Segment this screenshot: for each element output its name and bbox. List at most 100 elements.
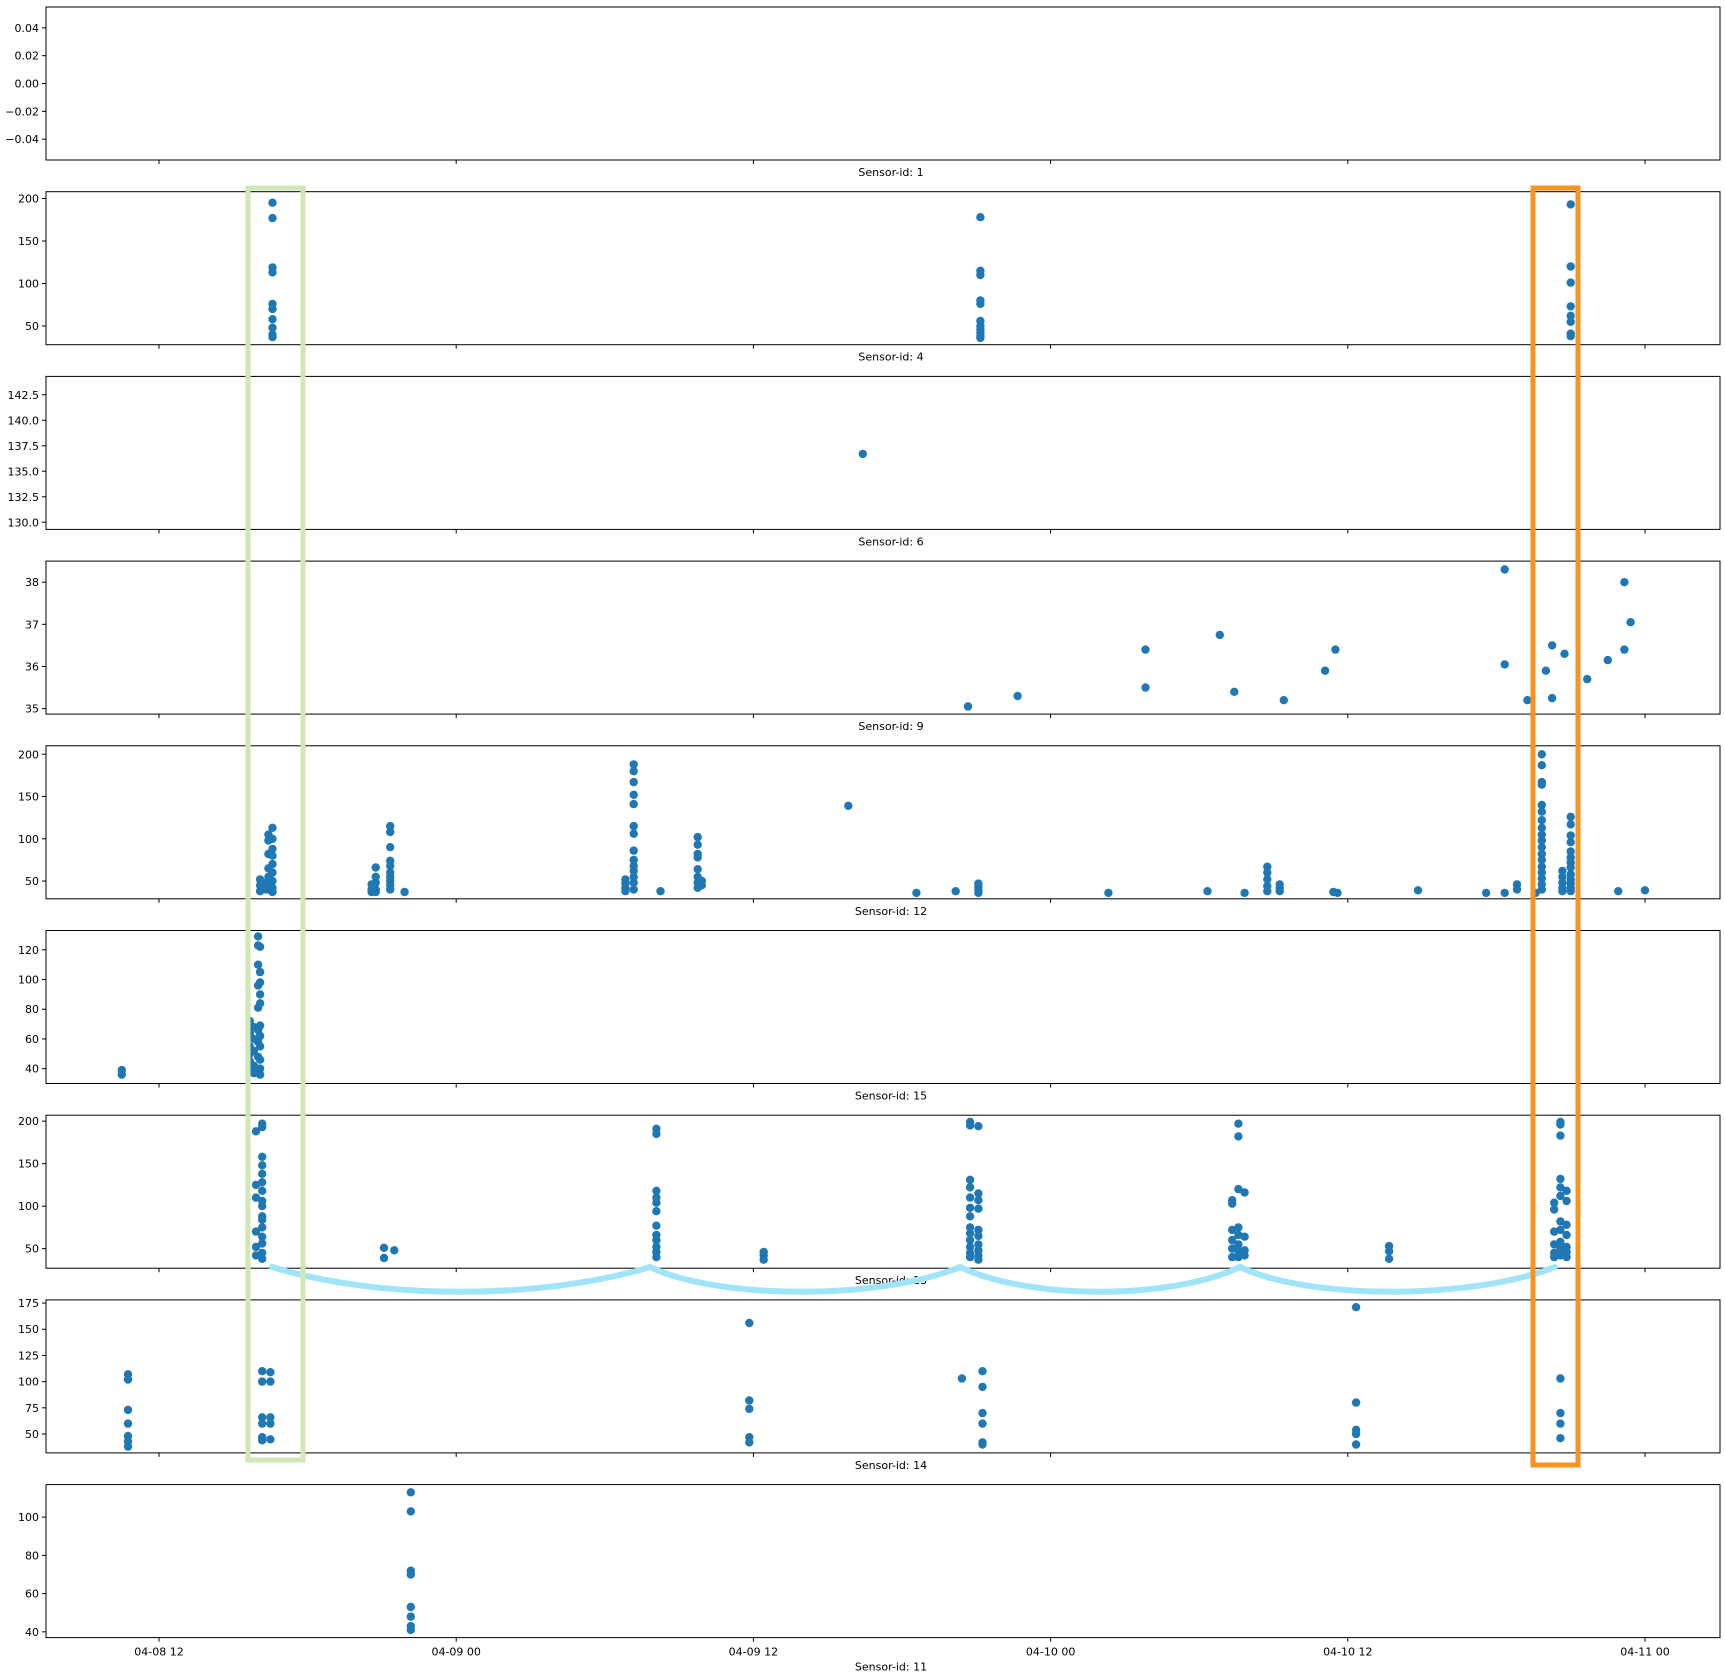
sensor-panel: 142.5 140.0 137.5 135.0 132.5 130.0 Sensor-id:… xyxy=(8,375,1721,548)
plot-frame xyxy=(45,191,1721,346)
y-tick-label: 142.5 xyxy=(8,389,40,402)
data-point xyxy=(1537,823,1547,832)
data-point xyxy=(1603,655,1613,665)
data-point xyxy=(1500,565,1509,574)
data-point xyxy=(1537,868,1547,877)
y-tick-label: 200 xyxy=(18,748,39,761)
data-point xyxy=(974,1225,983,1235)
data-point xyxy=(974,888,983,898)
sensor-label: Sensor-id: 9 xyxy=(858,720,923,733)
data-point xyxy=(268,876,277,886)
data-point xyxy=(1263,862,1272,871)
data-point xyxy=(251,1227,261,1236)
y-tick-label: 60 xyxy=(25,1033,39,1046)
data-point xyxy=(978,1408,987,1418)
y-tick-label: 50 xyxy=(25,1243,39,1256)
data-point xyxy=(978,1440,987,1449)
data-point xyxy=(268,304,277,314)
data-point xyxy=(629,799,638,809)
data-point xyxy=(266,1435,275,1444)
data-point xyxy=(1234,1184,1243,1194)
data-point xyxy=(268,859,277,869)
data-point xyxy=(652,1186,661,1196)
data-point xyxy=(1562,1230,1571,1240)
sensor-panel: 175 150 125 100 75 50 Sensor-id: 14 xyxy=(18,1297,1721,1472)
y-tick-label: 132.5 xyxy=(8,491,40,504)
data-point xyxy=(1234,1132,1243,1141)
data-point xyxy=(965,1252,975,1262)
data-point xyxy=(371,863,380,872)
data-point xyxy=(123,1442,133,1451)
data-point xyxy=(255,942,265,951)
data-point xyxy=(1537,843,1547,852)
data-point xyxy=(1203,887,1212,896)
data-point xyxy=(1240,1188,1249,1197)
data-point xyxy=(258,1215,267,1224)
data-point xyxy=(1566,278,1575,287)
data-point xyxy=(965,1183,975,1192)
data-point xyxy=(1537,885,1547,894)
data-point xyxy=(1562,1186,1571,1196)
data-point xyxy=(745,1318,754,1328)
plot-frame xyxy=(45,375,1721,530)
data-point xyxy=(844,801,853,810)
data-point xyxy=(1263,875,1272,884)
data-point xyxy=(1562,1220,1571,1230)
sensor-label: Sensor-id: 12 xyxy=(855,905,927,918)
data-point xyxy=(1566,332,1575,341)
data-point xyxy=(965,1229,975,1238)
data-point xyxy=(386,827,395,837)
data-point xyxy=(745,1396,754,1405)
data-point xyxy=(371,872,380,881)
y-tick-label: 50 xyxy=(25,1428,39,1441)
data-point xyxy=(1537,874,1547,883)
data-point xyxy=(629,878,638,887)
sensor-label: Sensor-id: 6 xyxy=(858,535,923,548)
data-point xyxy=(652,1221,661,1230)
sensor-panel: 0.04 0.02 0.00 −0.02 −0.04 Sensor-id: 1 xyxy=(5,6,1721,179)
data-point xyxy=(974,1255,983,1264)
data-point xyxy=(255,978,265,987)
sensor-label: Sensor-id: 14 xyxy=(855,1459,927,1472)
data-point xyxy=(251,1242,261,1252)
data-point xyxy=(406,1507,415,1516)
data-point xyxy=(268,823,277,832)
sensor-panel: 38 37 36 35 Sensor-id: 9 xyxy=(25,560,1721,733)
data-point xyxy=(1566,262,1575,271)
data-point xyxy=(1566,812,1575,821)
data-point xyxy=(629,777,638,787)
data-point xyxy=(1537,849,1547,859)
data-point xyxy=(1547,641,1557,650)
y-tick-label: 50 xyxy=(25,320,39,333)
data-point xyxy=(1500,660,1509,669)
data-point xyxy=(1537,800,1547,810)
data-point xyxy=(258,1248,267,1258)
data-point xyxy=(1566,311,1575,320)
data-point xyxy=(253,932,263,941)
data-point xyxy=(1537,780,1547,789)
y-tick-label: 100 xyxy=(18,974,39,987)
data-point xyxy=(268,844,277,854)
y-tick-label: 125 xyxy=(18,1349,39,1362)
y-tick-label: 137.5 xyxy=(8,440,40,453)
plot-frame xyxy=(45,1114,1721,1269)
x-tick-label: 04-11 00 xyxy=(1620,1646,1669,1659)
y-tick-label: 130.0 xyxy=(8,516,40,529)
data-point xyxy=(1566,847,1575,856)
data-point xyxy=(379,1253,389,1263)
data-point xyxy=(258,1201,267,1211)
data-point xyxy=(1566,820,1575,829)
data-point xyxy=(255,1042,265,1051)
data-point xyxy=(258,1254,267,1264)
data-point xyxy=(965,1212,975,1221)
data-point xyxy=(268,887,277,897)
data-point xyxy=(406,1625,415,1635)
data-point xyxy=(1230,687,1239,696)
data-point xyxy=(1215,630,1225,640)
data-point xyxy=(652,1252,661,1262)
data-point xyxy=(406,1570,415,1579)
y-tick-label: 50 xyxy=(25,875,39,888)
y-tick-label: 100 xyxy=(18,1511,39,1524)
sensor-label: Sensor-id: 4 xyxy=(858,351,923,364)
